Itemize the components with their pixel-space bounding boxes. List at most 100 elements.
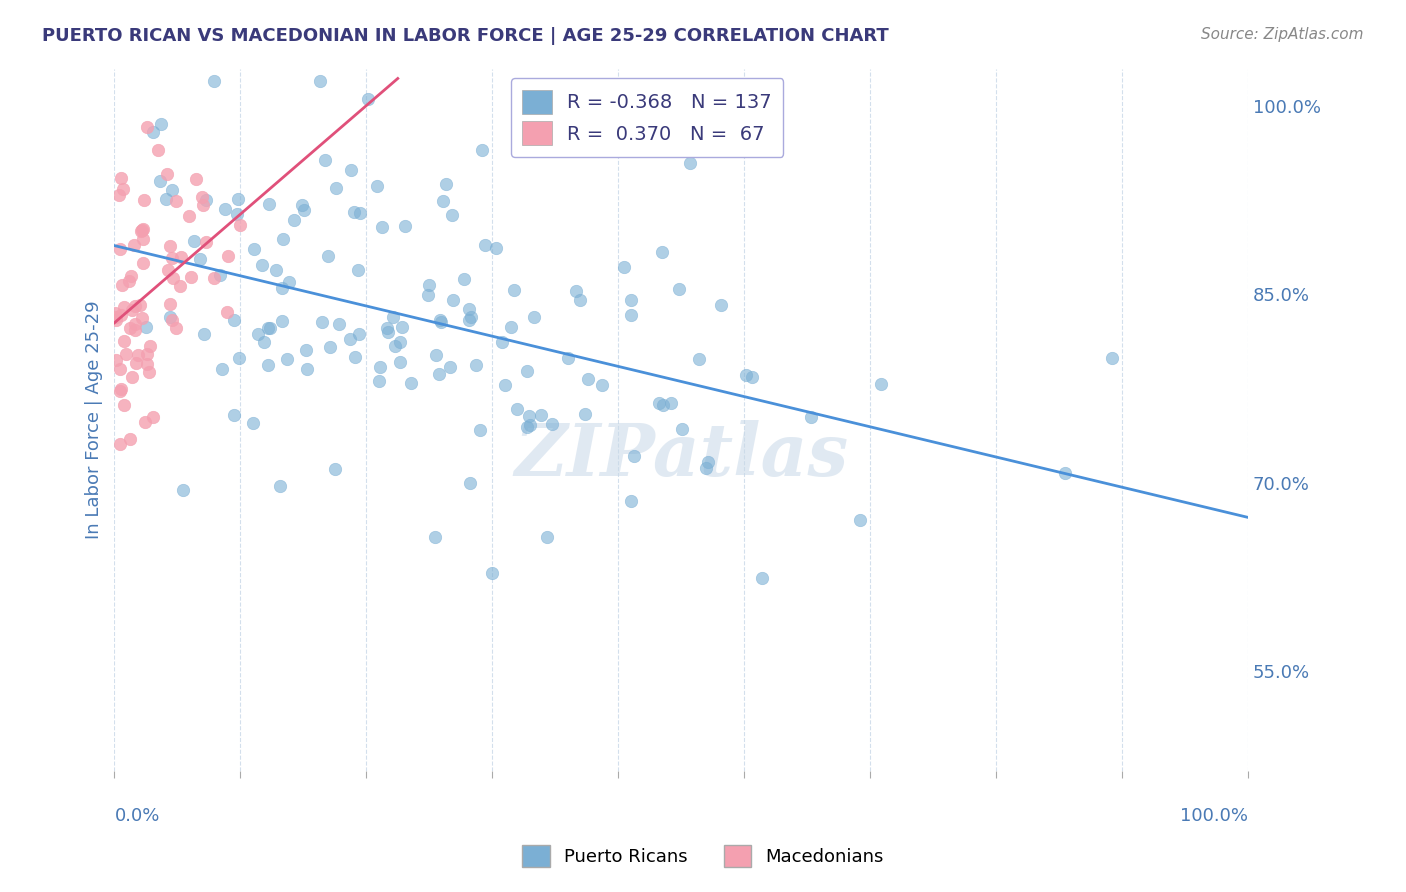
Point: [384, 339, 406, 353]
Point: [295, 362, 318, 376]
Point: [253, 334, 276, 349]
Point: [120, 269, 142, 284]
Point: [457, 312, 479, 326]
Text: 100.0%: 100.0%: [1180, 806, 1249, 824]
Point: [347, 326, 370, 341]
Point: [309, 74, 332, 88]
Point: [652, 398, 675, 412]
Point: [136, 347, 159, 361]
Point: [159, 310, 181, 325]
Point: [474, 238, 496, 252]
Point: [536, 530, 558, 544]
Point: [211, 362, 233, 376]
Point: [180, 269, 202, 284]
Point: [564, 285, 586, 299]
Point: [343, 204, 366, 219]
Point: [217, 250, 239, 264]
Point: [283, 213, 305, 227]
Point: [183, 234, 205, 248]
Point: [105, 352, 128, 367]
Point: [425, 348, 447, 362]
Point: [132, 232, 155, 246]
Point: [146, 143, 169, 157]
Point: [222, 408, 245, 422]
Point: [269, 479, 291, 493]
Point: [800, 409, 823, 424]
Point: [110, 382, 132, 396]
Point: [127, 348, 149, 362]
Point: [339, 333, 361, 347]
Point: [292, 202, 315, 217]
Point: [169, 279, 191, 293]
Point: [328, 317, 350, 331]
Point: [202, 271, 225, 285]
Point: [250, 258, 273, 272]
Point: [165, 321, 187, 335]
Point: [135, 319, 157, 334]
Point: [389, 334, 412, 349]
Point: [530, 408, 553, 422]
Point: [568, 293, 591, 307]
Point: [371, 220, 394, 235]
Point: [516, 364, 538, 378]
Point: [105, 310, 128, 325]
Point: [160, 251, 183, 265]
Point: [316, 250, 339, 264]
Point: [108, 242, 131, 256]
Point: [416, 287, 439, 301]
Point: [132, 256, 155, 270]
Point: [188, 252, 211, 266]
Point: [576, 371, 599, 385]
Legend: R = -0.368   N = 137, R =  0.370   N =  67: R = -0.368 N = 137, R = 0.370 N = 67: [510, 78, 783, 157]
Point: [465, 358, 488, 372]
Point: [125, 355, 148, 369]
Point: [519, 417, 541, 432]
Point: [679, 156, 702, 170]
Point: [647, 396, 669, 410]
Point: [270, 313, 292, 327]
Point: [319, 340, 342, 354]
Point: [104, 306, 127, 320]
Point: [696, 455, 718, 469]
Point: [111, 182, 134, 196]
Point: [340, 163, 363, 178]
Point: [162, 271, 184, 285]
Point: [193, 197, 215, 211]
Point: [136, 357, 159, 371]
Point: [1101, 351, 1123, 366]
Point: [138, 365, 160, 379]
Point: [111, 277, 134, 292]
Point: [122, 238, 145, 252]
Point: [869, 377, 891, 392]
Point: [620, 308, 643, 322]
Point: [394, 219, 416, 233]
Point: [389, 354, 412, 368]
Point: [668, 282, 690, 296]
Point: [121, 302, 143, 317]
Point: [134, 193, 156, 207]
Point: [323, 462, 346, 476]
Point: [191, 190, 214, 204]
Point: [439, 359, 461, 374]
Point: [613, 260, 636, 275]
Point: [377, 326, 399, 340]
Point: [574, 407, 596, 421]
Text: PUERTO RICAN VS MACEDONIAN IN LABOR FORCE | AGE 25-29 CORRELATION CHART: PUERTO RICAN VS MACEDONIAN IN LABOR FORC…: [42, 27, 889, 45]
Point: [120, 432, 142, 446]
Point: [226, 193, 249, 207]
Point: [468, 423, 491, 437]
Point: [460, 310, 482, 324]
Point: [177, 209, 200, 223]
Point: [651, 244, 673, 259]
Point: [118, 274, 141, 288]
Point: [120, 320, 142, 334]
Point: [259, 321, 281, 335]
Point: [110, 308, 132, 322]
Point: [391, 320, 413, 334]
Point: [591, 377, 613, 392]
Point: [160, 313, 183, 327]
Point: [429, 315, 451, 329]
Point: [502, 283, 524, 297]
Point: [441, 293, 464, 308]
Point: [134, 416, 156, 430]
